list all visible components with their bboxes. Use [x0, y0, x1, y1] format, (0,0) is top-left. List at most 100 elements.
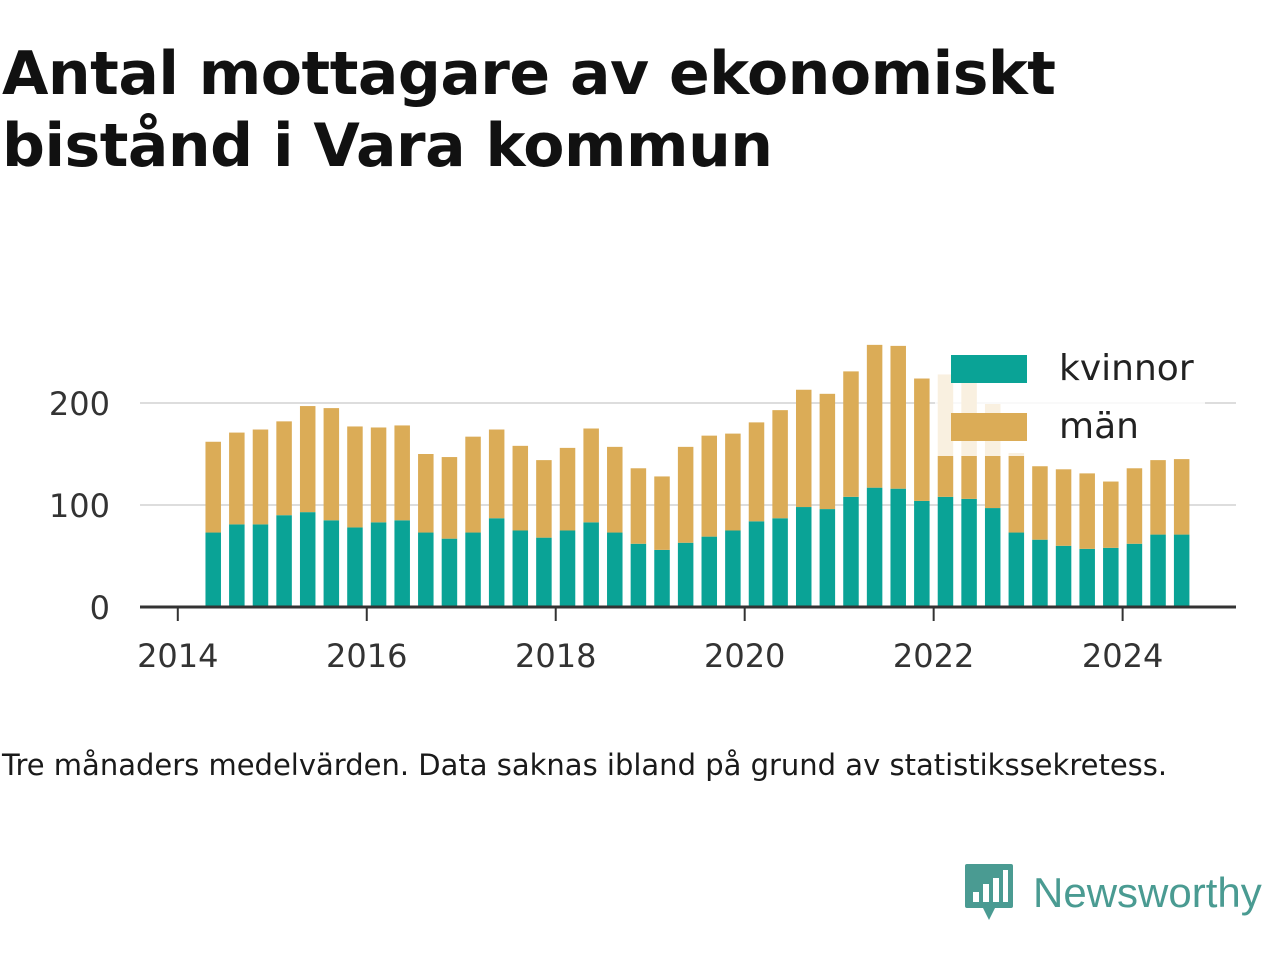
bars: [205, 344, 1190, 607]
bar-kvinnor-31: [937, 496, 954, 607]
bar-man-9: [418, 454, 434, 533]
x-tick-label-2020: 2020: [704, 637, 785, 675]
bar-man-24: [772, 410, 788, 519]
legend-label-man: män: [1059, 406, 1139, 447]
legend: kvinnor män: [935, 338, 1205, 456]
footnote: Tre månaders medelvärden. Data saknas ib…: [2, 748, 1168, 782]
bar-kvinnor-40: [1150, 534, 1166, 607]
bar-man-37: [1079, 473, 1095, 549]
bar-man-11: [465, 436, 481, 533]
bar-man-2: [252, 429, 269, 525]
bar-man-10: [441, 457, 458, 539]
bar-man-12: [488, 429, 505, 519]
bar-kvinnor-29: [890, 488, 906, 607]
bar-kvinnor-12: [488, 518, 505, 607]
x-tick-label-2024: 2024: [1082, 637, 1163, 675]
bar-kvinnor-13: [512, 530, 529, 607]
bar-man-39: [1126, 468, 1143, 544]
legend-label-kvinnor: kvinnor: [1059, 348, 1194, 389]
bar-kvinnor-36: [1055, 545, 1072, 607]
bar-man-5: [323, 408, 340, 521]
x-tick-label-2018: 2018: [515, 637, 596, 675]
chart-title: Antal mottagare av ekonomiskt bistånd i …: [2, 39, 1056, 181]
bar-kvinnor-21: [701, 536, 718, 607]
bar-man-34: [1008, 452, 1025, 533]
legend-swatch-kvinnor: [951, 354, 1027, 383]
bar-kvinnor-10: [441, 538, 458, 607]
brand-name: Newsworthy: [1033, 869, 1262, 916]
bar-kvinnor-38: [1103, 547, 1119, 607]
bar-man-16: [583, 428, 599, 523]
bar-kvinnor-15: [559, 530, 576, 607]
bar-kvinnor-20: [677, 542, 694, 607]
bar-kvinnor-39: [1126, 543, 1143, 607]
bar-kvinnor-0: [205, 532, 221, 607]
bar-kvinnor-2: [252, 524, 269, 607]
bar-man-4: [299, 406, 316, 513]
bar-man-1: [229, 432, 245, 525]
bar-kvinnor-3: [276, 515, 292, 607]
bar-kvinnor-6: [347, 527, 363, 607]
x-tick-label-2016: 2016: [326, 637, 407, 675]
brand: Newsworthy: [963, 862, 1262, 924]
bar-man-38: [1103, 481, 1119, 548]
bar-kvinnor-14: [536, 537, 552, 607]
bar-kvinnor-17: [607, 532, 623, 607]
bar-man-0: [205, 441, 221, 533]
bar-kvinnor-28: [866, 487, 883, 607]
bar-man-6: [347, 426, 363, 528]
bar-kvinnor-27: [843, 496, 859, 607]
bar-man-35: [1032, 466, 1048, 540]
bar-kvinnor-22: [725, 530, 741, 607]
y-tick-label-0: 0: [90, 589, 110, 627]
bar-kvinnor-4: [299, 512, 316, 607]
bar-man-20: [677, 446, 694, 543]
bar-man-15: [559, 447, 576, 531]
bar-kvinnor-7: [370, 522, 387, 607]
bar-kvinnor-34: [1008, 532, 1025, 607]
bar-kvinnor-11: [465, 532, 481, 607]
bar-kvinnor-19: [654, 549, 670, 607]
bar-kvinnor-30: [914, 500, 930, 607]
bar-man-22: [725, 433, 741, 531]
legend-item-man: män: [951, 406, 1139, 447]
bar-man-23: [748, 422, 765, 522]
bar-man-7: [370, 427, 387, 523]
y-tick-label-100: 100: [49, 487, 110, 525]
bar-kvinnor-35: [1032, 539, 1048, 607]
bar-man-21: [701, 435, 718, 537]
newsworthy-logo-icon: [965, 864, 1013, 920]
bar-kvinnor-16: [583, 522, 599, 607]
bar-man-29: [890, 345, 906, 489]
bar-kvinnor-37: [1079, 548, 1095, 607]
axes: 0 100 200 2014 2016 2018 2020 2022 2024: [49, 385, 1236, 675]
bar-man-3: [276, 421, 292, 516]
bar-man-14: [536, 460, 552, 538]
bar-kvinnor-9: [418, 532, 434, 607]
bar-man-36: [1055, 469, 1072, 546]
bar-man-17: [607, 446, 623, 533]
bar-chart: 0 100 200 2014 2016 2018 2020 2022 2024: [49, 344, 1236, 675]
bar-man-28: [866, 344, 883, 488]
legend-swatch-man: [951, 412, 1027, 441]
bar-man-19: [654, 476, 670, 550]
bar-man-26: [819, 393, 836, 510]
bar-kvinnor-23: [748, 521, 765, 607]
bar-kvinnor-1: [229, 524, 245, 607]
bar-kvinnor-33: [984, 508, 1001, 607]
bar-kvinnor-26: [819, 509, 836, 607]
bar-man-27: [843, 371, 859, 497]
bar-man-41: [1173, 459, 1190, 535]
bar-man-18: [630, 468, 647, 544]
x-tick-label-2014: 2014: [137, 637, 218, 675]
bar-kvinnor-24: [772, 518, 788, 607]
x-tick-label-2022: 2022: [893, 637, 974, 675]
bar-kvinnor-32: [961, 498, 977, 607]
bar-man-25: [795, 389, 812, 508]
bar-man-40: [1150, 460, 1166, 535]
bar-man-8: [394, 425, 410, 521]
legend-item-kvinnor: kvinnor: [951, 348, 1194, 389]
y-tick-label-200: 200: [49, 385, 110, 423]
bar-man-13: [512, 445, 529, 531]
bar-kvinnor-41: [1173, 534, 1190, 607]
